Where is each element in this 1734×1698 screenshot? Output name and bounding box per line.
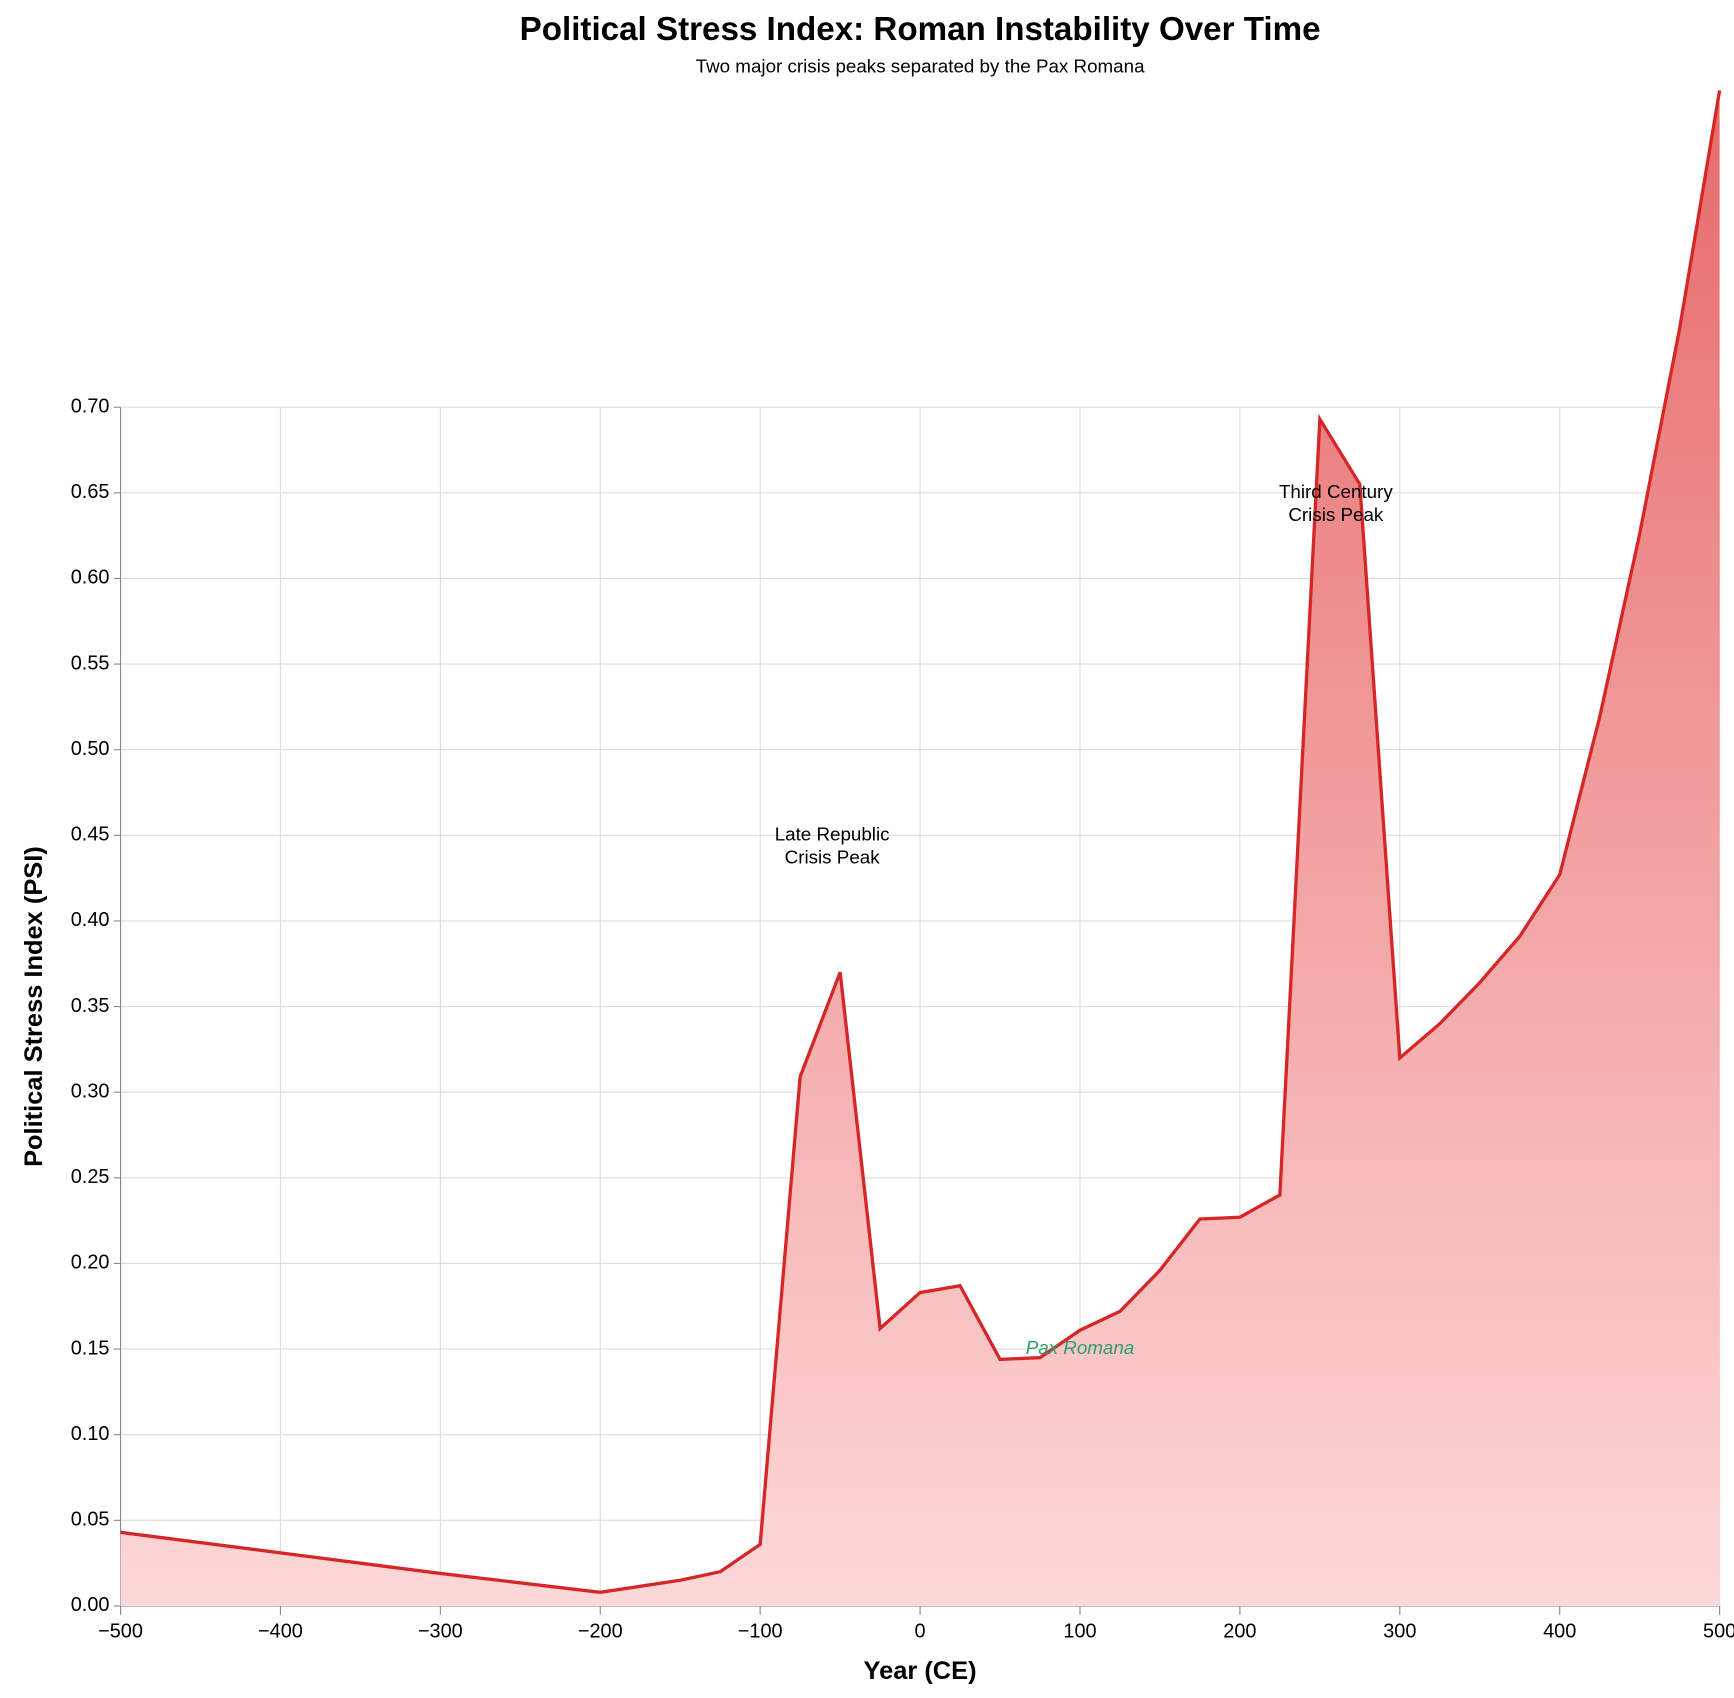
y-tick-label: 0.00	[71, 1594, 110, 1616]
y-tick-label: 0.10	[71, 1423, 110, 1445]
area	[120, 90, 1720, 1606]
x-tick-label: −200	[578, 1621, 623, 1643]
y-tick-label: 0.60	[71, 567, 110, 589]
chart-title: Political Stress Index: Roman Instabilit…	[520, 11, 1321, 48]
y-tick-label: 0.70	[71, 395, 110, 417]
x-tick-label: −100	[738, 1621, 783, 1643]
y-tick-label: 0.50	[71, 738, 110, 760]
y-tick-label: 0.30	[71, 1080, 110, 1102]
y-tick-label: 0.25	[71, 1166, 110, 1188]
annotation-line: Crisis Peak	[1288, 504, 1384, 525]
y-tick-label: 0.15	[71, 1337, 110, 1359]
chart-subtitle: Two major crisis peaks separated by the …	[696, 56, 1145, 77]
y-tick-label: 0.65	[71, 481, 110, 503]
x-tick-label: 100	[1063, 1621, 1096, 1643]
x-tick-label: 300	[1383, 1621, 1416, 1643]
y-tick-label: 0.40	[71, 909, 110, 931]
x-tick-label: −500	[98, 1621, 143, 1643]
annotation-line: Late Republic	[775, 823, 890, 844]
x-tick-label: 500	[1703, 1621, 1734, 1643]
x-axis-label: Year (CE)	[864, 1657, 977, 1685]
x-tick-label: 200	[1223, 1621, 1256, 1643]
y-tick-label: 0.20	[71, 1252, 110, 1274]
x-tick-label: −400	[258, 1621, 303, 1643]
line	[120, 90, 1722, 1594]
x-tick-label: 0	[915, 1621, 926, 1643]
y-tick-label: 0.55	[71, 652, 110, 674]
x-tick-label: −300	[418, 1621, 463, 1643]
annotation-line: Crisis Peak	[785, 847, 881, 868]
y-tick-label: 0.35	[71, 995, 110, 1017]
annotation: Pax Romana	[1026, 1337, 1135, 1358]
annotation-line: Pax Romana	[1026, 1337, 1135, 1358]
annotation-line: Third Century	[1279, 481, 1393, 502]
annotation: Third Century Crisis Peak	[1279, 481, 1393, 525]
y-axis-label: Political Stress Index (PSI)	[20, 846, 48, 1167]
y-tick-label: 0.05	[71, 1509, 110, 1531]
x-tick-label: 400	[1543, 1621, 1576, 1643]
annotation: Late Republic Crisis Peak	[775, 823, 890, 867]
y-tick-label: 0.45	[71, 824, 110, 846]
